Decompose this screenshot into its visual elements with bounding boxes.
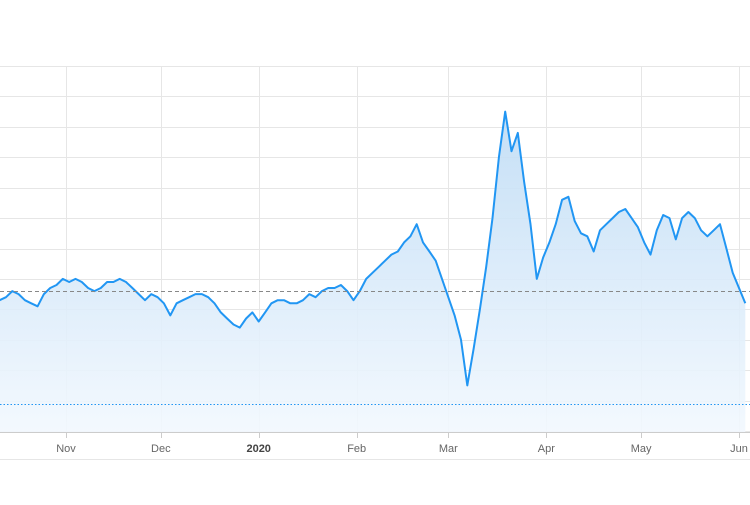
reference-lines xyxy=(0,291,750,405)
x-tick-label: Nov xyxy=(56,443,76,455)
x-axis: Nov Dec 2020 Feb Mar Apr May Jun xyxy=(0,432,750,460)
x-tick-label: Mar xyxy=(439,443,458,455)
x-tick-label: Dec xyxy=(151,443,171,455)
x-tick-label: Feb xyxy=(347,443,366,455)
series-area-fill xyxy=(0,111,746,432)
x-tick-label: Apr xyxy=(538,443,555,455)
x-tick-label: May xyxy=(631,443,652,455)
x-tick-label: Jun xyxy=(730,443,748,455)
x-tick-label: 2020 xyxy=(246,443,270,455)
